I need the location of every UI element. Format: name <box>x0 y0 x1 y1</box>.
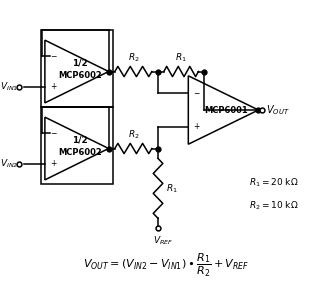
Text: $R_1$: $R_1$ <box>175 51 187 64</box>
Text: $V_{OUT} = (V_{IN2} - V_{IN1}) \bullet \dfrac{R_1}{R_2} + V_{REF}$: $V_{OUT} = (V_{IN2} - V_{IN1}) \bullet \… <box>83 252 249 279</box>
Text: $R_1 = 20\ \mathrm{k\Omega}$: $R_1 = 20\ \mathrm{k\Omega}$ <box>249 176 298 189</box>
Text: $R_1$: $R_1$ <box>166 182 178 195</box>
Text: $-$: $-$ <box>193 87 201 96</box>
Text: $-$: $-$ <box>50 50 57 59</box>
Text: 1/2: 1/2 <box>72 135 88 144</box>
Text: $R_2 = 10\ \mathrm{k\Omega}$: $R_2 = 10\ \mathrm{k\Omega}$ <box>249 199 298 212</box>
Text: MCP6001: MCP6001 <box>205 105 248 115</box>
Text: $R_2$: $R_2$ <box>127 51 139 64</box>
Text: $+$: $+$ <box>50 81 57 91</box>
Text: $V_{IN1}$: $V_{IN1}$ <box>0 81 18 94</box>
Text: MCP6002: MCP6002 <box>58 148 102 157</box>
Text: 1/2: 1/2 <box>72 59 88 67</box>
Bar <box>41 107 113 184</box>
Text: $V_{OUT}$: $V_{OUT}$ <box>266 103 290 117</box>
Text: $V_{IN2}$: $V_{IN2}$ <box>0 158 18 170</box>
Bar <box>41 30 113 107</box>
Text: $-$: $-$ <box>50 127 57 136</box>
Text: $V_{REF}$: $V_{REF}$ <box>153 234 173 247</box>
Text: $R_2$: $R_2$ <box>127 128 139 140</box>
Text: $+$: $+$ <box>50 158 57 168</box>
Text: MCP6002: MCP6002 <box>58 71 102 80</box>
Text: $+$: $+$ <box>193 121 201 131</box>
